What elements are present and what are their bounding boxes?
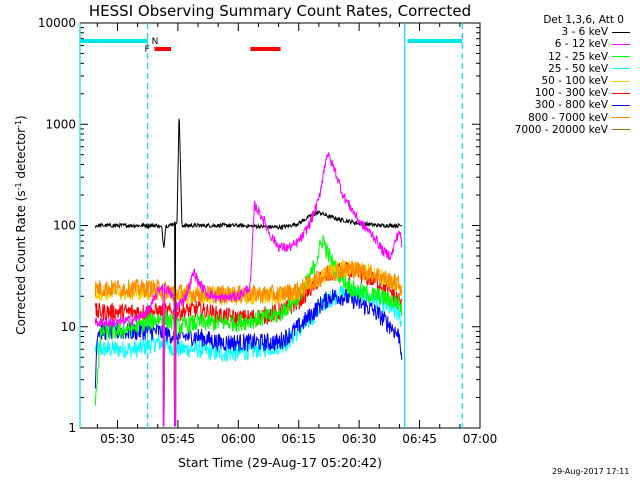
interval-marker-label: F <box>145 45 150 55</box>
legend-swatch <box>612 129 630 131</box>
legend-swatch <box>612 117 630 119</box>
legend-label: 100 - 300 keV <box>534 87 608 100</box>
legend-label: 50 - 100 keV <box>541 74 608 87</box>
legend-swatch <box>612 104 630 106</box>
legend-title: Det 1,3,6, Att 0 <box>543 14 624 26</box>
interval-marker-label: N <box>152 37 159 47</box>
x-tick-label: 06:45 <box>402 432 437 446</box>
legend-label: 3 - 6 keV <box>561 26 608 39</box>
x-tick-label: 07:00 <box>463 432 498 446</box>
legend-entry: 7000 - 20000 keV <box>490 124 630 136</box>
legend-entry: 3 - 6 keV <box>490 26 630 38</box>
interval-markers: FN <box>80 37 463 55</box>
y-axis-label: Corrected Count Rate (s-1 detector-1) <box>14 115 29 334</box>
legend-swatch <box>612 68 630 70</box>
legend-label: 300 - 800 keV <box>534 99 608 112</box>
series-line-1 <box>94 152 403 427</box>
series-lines <box>94 118 403 427</box>
legend-entry: 12 - 25 keV <box>490 51 630 63</box>
legend-label: 12 - 25 keV <box>548 50 608 63</box>
interval-lines <box>79 23 463 428</box>
x-tick-label: 06:00 <box>221 432 256 446</box>
axis-ticks: 05:30 05:45 06:00 06:15 06:30 06:45 07:00 1 10 10… <box>38 16 497 446</box>
series-line-7 <box>94 261 403 427</box>
legend-entry: 800 - 7000 keV <box>490 112 630 124</box>
legend-entry: 6 - 12 keV <box>490 38 630 50</box>
x-tick-label: 05:30 <box>100 432 135 446</box>
x-tick-label: 05:45 <box>161 432 196 446</box>
legend-entry: 25 - 50 keV <box>490 63 630 75</box>
legend-entry: 100 - 300 keV <box>490 87 630 99</box>
legend-swatch <box>612 43 630 45</box>
legend-label: 25 - 50 keV <box>548 62 608 75</box>
x-axis-label: Start Time (29-Aug-17 05:20:42) <box>178 455 382 470</box>
x-tick-label: 06:15 <box>281 432 316 446</box>
legend-entry: 50 - 100 keV <box>490 75 630 87</box>
y-tick-label: 10000 <box>38 16 76 30</box>
x-tick-label: 06:30 <box>342 432 377 446</box>
y-tick-label: 1 <box>68 421 76 435</box>
legend-label: 6 - 12 keV <box>554 38 608 51</box>
y-tick-label: 100 <box>53 219 76 233</box>
legend: Det 1,3,6, Att 0 3 - 6 keV 6 - 12 keV 12 -… <box>490 14 630 136</box>
legend-swatch <box>612 80 630 82</box>
series-line-2 <box>94 235 403 427</box>
legend-swatch <box>612 56 630 58</box>
legend-swatch <box>612 31 630 33</box>
legend-entry: 300 - 800 keV <box>490 99 630 111</box>
legend-swatch <box>612 92 630 94</box>
series-line-0 <box>94 118 403 417</box>
series-line-3 <box>94 285 403 427</box>
y-tick-label: 1000 <box>45 117 76 131</box>
legend-label: 800 - 7000 keV <box>528 111 608 124</box>
y-tick-label: 10 <box>61 320 76 334</box>
chart-title: HESSI Observing Summary Count Rates, Cor… <box>89 2 471 20</box>
legend-label: 7000 - 20000 keV <box>514 123 608 136</box>
timestamp: 29-Aug-2017 17:11 <box>552 467 630 476</box>
series-line-5 <box>94 261 403 427</box>
